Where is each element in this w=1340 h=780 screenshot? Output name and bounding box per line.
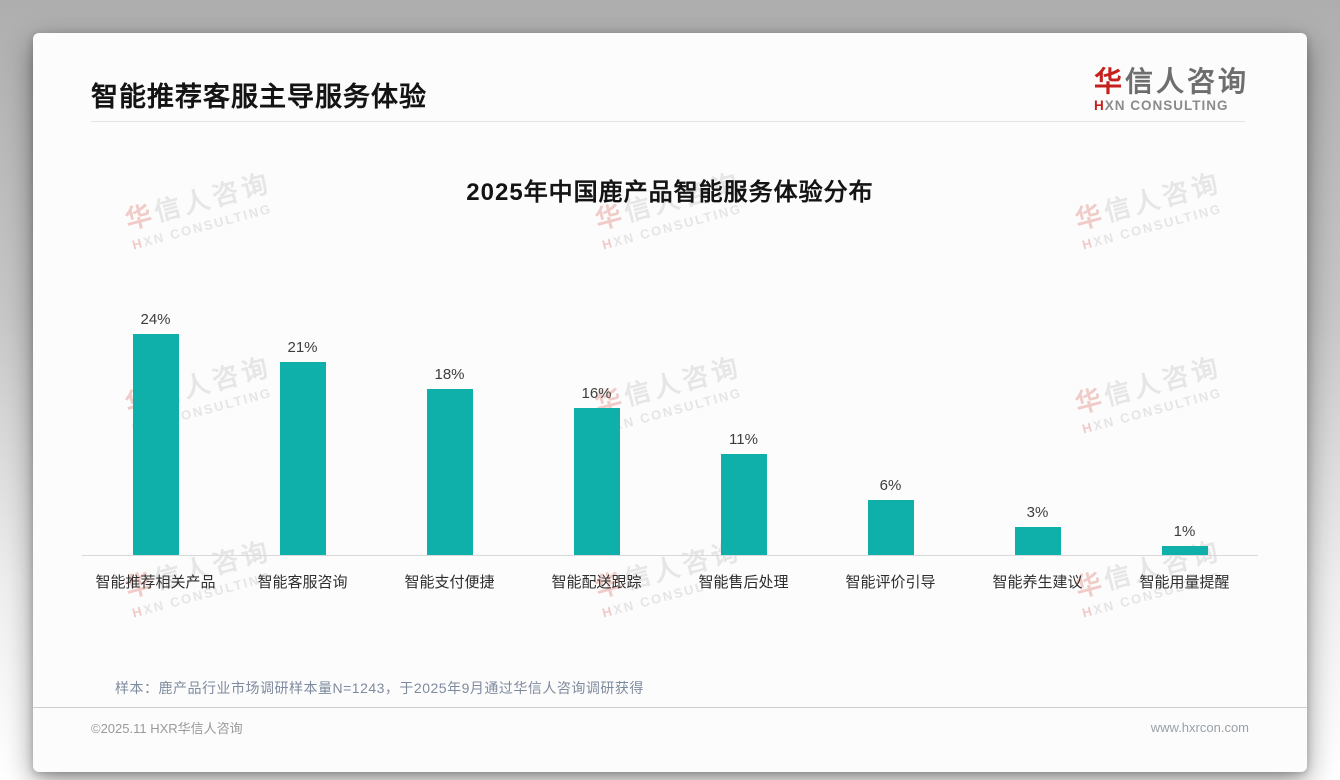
bar-column: 16% <box>523 385 670 555</box>
bar-value-label: 3% <box>1026 504 1049 521</box>
x-axis-label: 智能支付便捷 <box>404 574 495 591</box>
header: 智能推荐客服主导服务体验 华信人咨询 HXN CONSULTING <box>33 33 1307 121</box>
website-url: www.hxrcon.com <box>1150 720 1249 735</box>
chart-plot-area: 24% 21% 18% 16% 11% 6% 3% 1% <box>82 301 1258 556</box>
page-title: 智能推荐客服主导服务体验 <box>91 82 427 112</box>
brand-logo-chinese: 华信人咨询 <box>1093 66 1249 97</box>
bar <box>720 454 767 555</box>
brand-logo: 华信人咨询 HXN CONSULTING <box>1093 66 1249 113</box>
bar-column: 21% <box>229 339 376 555</box>
bar <box>573 408 620 555</box>
bar-chart: 24% 21% 18% 16% 11% 6% 3% 1% 智能推荐相关产品 智能客服咨询 智能支付… <box>82 207 1258 592</box>
bar-value-label: 16% <box>581 385 612 402</box>
x-axis-label: 智能推荐相关产品 <box>95 574 216 591</box>
header-divider <box>91 121 1245 122</box>
footer: ©2025.11 HXR华信人咨询 www.hxrcon.com <box>33 708 1307 737</box>
x-axis-label: 智能售后处理 <box>698 574 789 591</box>
x-axis-label: 智能养生建议 <box>992 574 1083 591</box>
bar <box>132 334 179 555</box>
bar-column: 3% <box>964 504 1111 555</box>
sample-note: 样本：鹿产品行业市场调研样本量N=1243，于2025年9月通过华信人咨询调研获… <box>115 680 644 696</box>
bar-column: 11% <box>670 431 817 555</box>
bar-value-label: 18% <box>434 366 465 383</box>
bar-value-label: 11% <box>729 431 758 448</box>
bar <box>279 362 326 555</box>
bar-value-label: 21% <box>287 339 318 356</box>
chart-title: 2025年中国鹿产品智能服务体验分布 <box>466 179 874 206</box>
bar-column: 6% <box>817 477 964 555</box>
x-axis-label: 智能配送跟踪 <box>551 574 642 591</box>
bar-value-label: 24% <box>140 311 171 328</box>
bar-column: 1% <box>1111 523 1258 555</box>
x-axis-label: 智能评价引导 <box>845 574 936 591</box>
x-axis-label: 智能客服咨询 <box>257 574 348 591</box>
bar <box>867 500 914 555</box>
brand-logo-english: HXN CONSULTING <box>1093 97 1229 113</box>
slide-card: 华信人咨询 HXN CONSULTING 华信人咨询 HXN CONSULTING 华信… <box>33 33 1307 772</box>
bar-value-label: 6% <box>879 477 902 494</box>
x-axis-labels: 智能推荐相关产品 智能客服咨询 智能支付便捷 智能配送跟踪 智能售后处理 智能评价引导 智能… <box>82 571 1258 592</box>
bar-value-label: 1% <box>1173 523 1196 540</box>
bar-column: 18% <box>376 366 523 555</box>
x-axis-label: 智能用量提醒 <box>1139 574 1230 591</box>
bar <box>1161 546 1208 555</box>
footer-divider <box>33 707 1307 708</box>
copyright-text: ©2025.11 HXR华信人咨询 <box>91 721 243 736</box>
bar <box>1014 527 1061 555</box>
bar-column: 24% <box>82 311 229 555</box>
bar <box>426 389 473 555</box>
